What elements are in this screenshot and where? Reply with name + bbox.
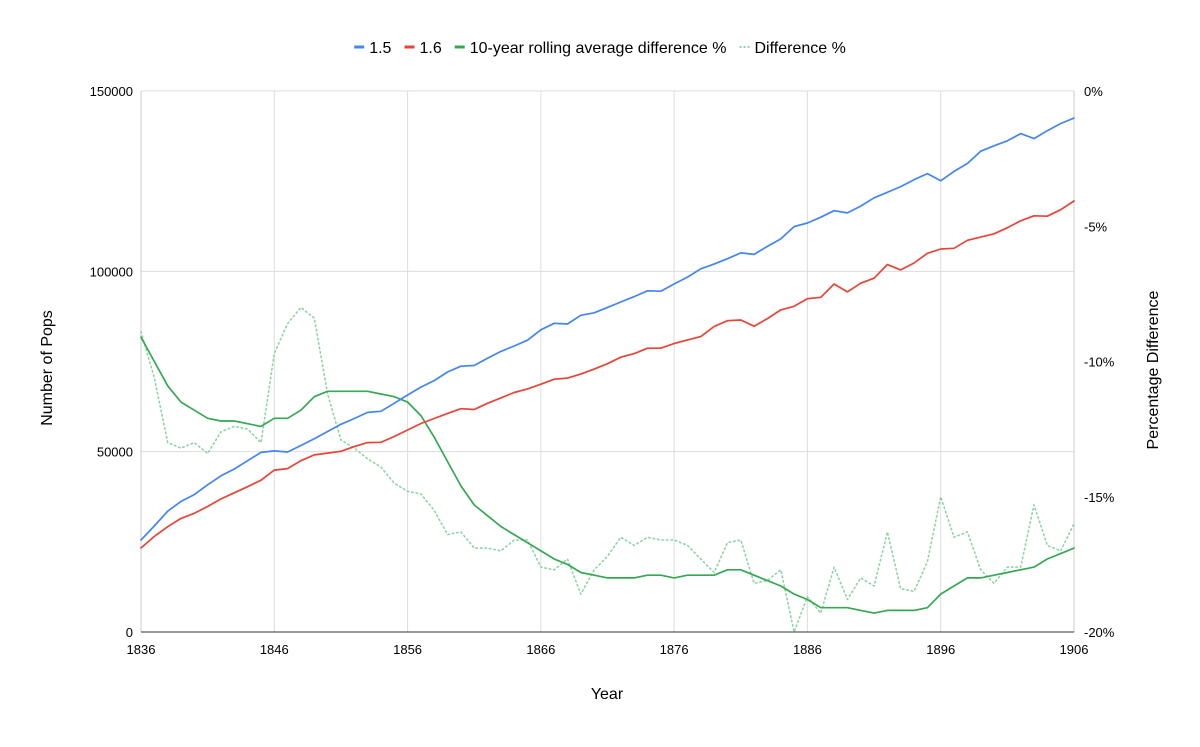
series-line-1-5 <box>140 117 1075 541</box>
legend-item[interactable]: 1.6 <box>404 40 442 57</box>
y-right-tick-label: -20% <box>1084 625 1115 640</box>
x-tick-label: 1906 <box>1060 642 1089 657</box>
x-tick-label: 1896 <box>926 642 955 657</box>
x-tick-label: 1886 <box>793 642 822 657</box>
x-tick-label: 1856 <box>393 642 422 657</box>
legend-label: 1.6 <box>420 40 442 57</box>
legend-label: 1.5 <box>369 40 391 57</box>
series-layer <box>140 117 1075 633</box>
series-line-1-6 <box>140 200 1075 549</box>
y-left-tick-label: 100000 <box>90 264 133 279</box>
legend-label: Difference % <box>755 40 846 57</box>
series-line-10-year-rolling-average-difference <box>140 336 1075 614</box>
x-tick-label: 1876 <box>660 642 689 657</box>
x-axis-title: Year <box>591 686 624 703</box>
legend: 1.5 1.6 10-year rolling average difference… <box>354 40 846 57</box>
y-left-tick-label: 50000 <box>97 445 133 460</box>
x-tick-label: 1866 <box>526 642 555 657</box>
y-right-tick-label: -15% <box>1084 490 1115 505</box>
x-tick-label: 1836 <box>127 642 156 657</box>
legend-item[interactable]: 10-year rolling average difference % <box>454 40 727 57</box>
series-line-difference <box>140 306 1075 633</box>
y-right-tick-label: -5% <box>1084 219 1108 234</box>
legend-label: 10-year rolling average difference % <box>470 40 727 57</box>
axes: 1836 1846 1856 1866 1876 1886 1896 1906 0 50000 10… <box>90 84 1115 657</box>
y-left-tick-label: 150000 <box>90 84 133 99</box>
y-axis-right-title: Percentage Difference <box>1145 290 1162 449</box>
x-tick-label: 1846 <box>260 642 289 657</box>
y-axis-left-title: Number of Pops <box>39 310 56 426</box>
legend-item[interactable]: Difference % <box>739 40 846 57</box>
legend-item[interactable]: 1.5 <box>354 40 392 57</box>
y-right-tick-label: -10% <box>1084 355 1115 370</box>
y-right-tick-label: 0% <box>1084 84 1103 99</box>
y-left-tick-label: 0 <box>126 625 133 640</box>
grid-lines <box>140 90 1075 632</box>
